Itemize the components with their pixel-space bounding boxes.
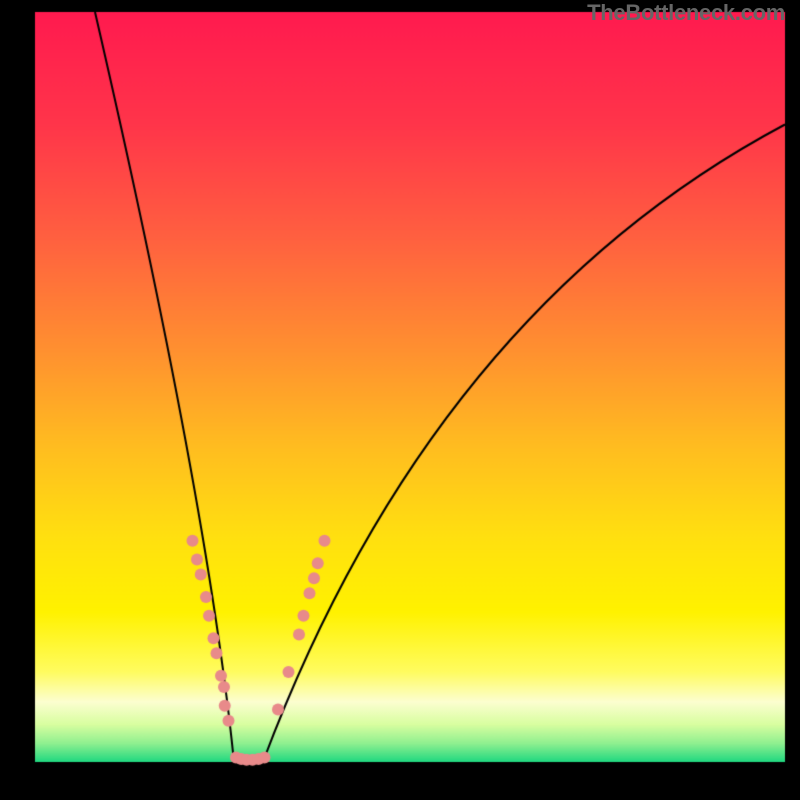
watermark-text: TheBottleneck.com bbox=[587, 0, 785, 26]
chart-root: TheBottleneck.com bbox=[0, 0, 800, 800]
bottleneck-chart-canvas bbox=[0, 0, 800, 800]
